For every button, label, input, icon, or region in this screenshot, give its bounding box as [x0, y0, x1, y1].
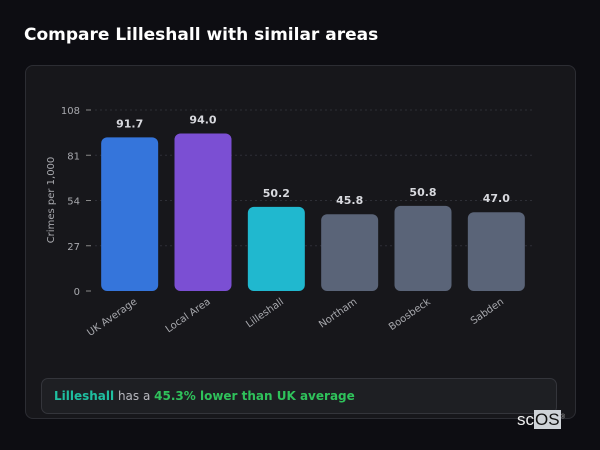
bar: [101, 137, 159, 291]
bar: [174, 133, 232, 291]
y-tick-label: 108: [61, 106, 80, 117]
data-label: 94.0: [189, 113, 216, 126]
data-label: 45.8: [336, 194, 363, 207]
x-tick-label: Boosbeck: [387, 296, 433, 333]
x-tick-label: Sabden: [469, 296, 506, 327]
x-tick-label: Lilleshall: [244, 296, 286, 330]
x-tick-label: Local Area: [164, 296, 213, 335]
summary-comparison: 45.3% lower than UK average: [154, 389, 355, 403]
y-tick-label: 27: [67, 242, 80, 253]
logo-sc: sc: [517, 410, 534, 429]
bar: [394, 205, 452, 291]
y-tick-label: 54: [67, 197, 80, 208]
x-tick-label: Northam: [317, 296, 359, 330]
bar: [247, 206, 305, 291]
data-label: 91.7: [116, 117, 143, 130]
logo-os: OS: [534, 410, 561, 429]
summary-box: Lilleshall has a 45.3% lower than UK ave…: [41, 378, 557, 414]
x-tick-label: UK Average: [85, 296, 139, 338]
summary-area: Lilleshall: [54, 389, 115, 403]
bar: [321, 214, 379, 291]
scos-logo: scOS®: [517, 410, 565, 430]
summary-connector: has a: [114, 389, 155, 403]
page-title: Compare Lilleshall with similar areas: [24, 25, 379, 45]
data-label: 50.8: [409, 186, 436, 199]
y-tick-label: 81: [67, 151, 80, 162]
data-label: 47.0: [483, 192, 510, 205]
data-label: 50.2: [263, 187, 290, 200]
bar: [467, 212, 525, 291]
y-tick-label: 0: [74, 287, 80, 298]
logo-mark: ®: [560, 414, 565, 421]
y-axis-label: Crimes per 1,000: [46, 157, 57, 244]
